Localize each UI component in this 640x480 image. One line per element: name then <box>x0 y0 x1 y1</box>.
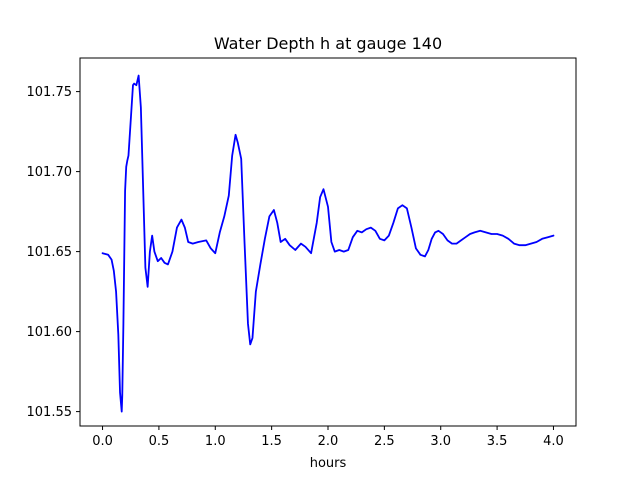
x-tick-label: 4.0 <box>543 434 564 449</box>
x-tick-label: 1.0 <box>205 434 226 449</box>
y-tick-label: 101.65 <box>27 245 73 260</box>
y-tick-label: 101.60 <box>27 325 73 340</box>
chart-title: Water Depth h at gauge 140 <box>214 34 442 53</box>
x-tick-label: 1.5 <box>261 434 282 449</box>
x-tick-label: 0.5 <box>149 434 170 449</box>
x-tick-label: 3.0 <box>430 434 451 449</box>
x-axis: 0.0 0.5 1.0 1.5 2.0 2.5 3.0 3.5 4.0 <box>92 426 564 449</box>
y-tick-label: 101.70 <box>27 165 73 180</box>
x-tick-label: 2.5 <box>374 434 395 449</box>
x-tick-label: 2.0 <box>318 434 339 449</box>
series-line-water-depth <box>101 74 555 413</box>
y-axis: 101.55 101.60 101.65 101.70 101.75 <box>27 85 80 420</box>
y-tick-label: 101.75 <box>27 85 73 100</box>
x-tick-label: 0.0 <box>92 434 113 449</box>
x-tick-label: 3.5 <box>487 434 508 449</box>
y-tick-label: 101.55 <box>27 405 73 420</box>
x-axis-label: hours <box>310 456 347 471</box>
